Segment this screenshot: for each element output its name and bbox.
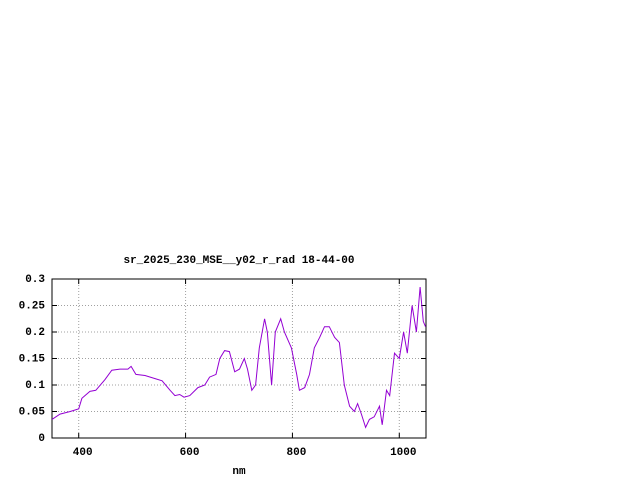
chart-title: sr_2025_230_MSE__y02_r_rad 18-44-00	[123, 255, 354, 267]
x-axis-label: nm	[232, 466, 246, 478]
y-tick-label: 0.05	[19, 406, 46, 418]
y-tick-label: 0.2	[25, 327, 45, 339]
y-tick-label: 0.15	[19, 353, 46, 365]
y-tick-label: 0.1	[25, 380, 45, 392]
x-tick-label: 400	[73, 447, 93, 459]
y-tick-label: 0	[38, 433, 45, 445]
data-line	[51, 286, 426, 429]
x-tick-label: 800	[287, 447, 307, 459]
y-tick-label: 0.25	[19, 300, 46, 312]
plot-border	[51, 278, 427, 439]
y-tick-label: 0.3	[25, 274, 45, 286]
x-tick-label: 600	[180, 447, 200, 459]
x-tick-label: 1000	[390, 447, 416, 459]
